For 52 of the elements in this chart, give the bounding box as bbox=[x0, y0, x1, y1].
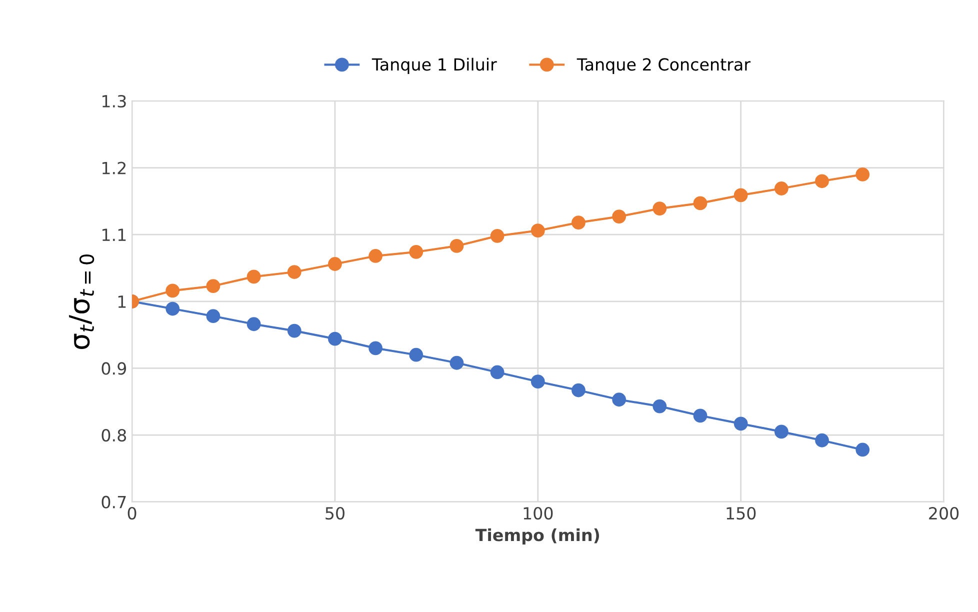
x-tick-label: 200 bbox=[929, 506, 959, 520]
x-tick-label: 0 bbox=[128, 506, 136, 520]
point bbox=[856, 442, 870, 457]
y-tick-label: 1.3 bbox=[102, 94, 126, 108]
x-axis-title: Tiempo (min) bbox=[475, 528, 600, 545]
legend-label: Tanque 2 Concentrar bbox=[576, 58, 751, 74]
point bbox=[693, 196, 708, 210]
y-tick-label: 1.2 bbox=[102, 162, 126, 174]
point bbox=[530, 374, 545, 389]
point bbox=[166, 284, 180, 298]
y-tick-label: 1 bbox=[118, 296, 126, 308]
point bbox=[815, 433, 829, 448]
point bbox=[450, 356, 464, 370]
point bbox=[815, 174, 829, 188]
point bbox=[328, 332, 342, 346]
y-tick-label: 1.1 bbox=[102, 228, 126, 241]
point bbox=[693, 408, 708, 423]
point bbox=[612, 210, 626, 224]
point bbox=[328, 257, 342, 271]
point bbox=[774, 182, 788, 196]
x-tick-label: 100 bbox=[524, 506, 553, 520]
point bbox=[166, 302, 180, 316]
point bbox=[287, 265, 302, 279]
y-tick-label: 0.7 bbox=[102, 496, 126, 508]
point bbox=[572, 383, 586, 398]
point bbox=[572, 216, 586, 230]
point bbox=[246, 270, 261, 284]
point bbox=[409, 348, 424, 362]
x-tick-label: 50 bbox=[326, 506, 344, 520]
y-tick-label: 0.8 bbox=[102, 428, 126, 442]
point bbox=[734, 416, 748, 431]
point bbox=[409, 245, 424, 259]
point bbox=[368, 341, 382, 356]
point bbox=[530, 224, 545, 238]
point bbox=[856, 168, 870, 182]
y-axis-title: σ$_{t}$/σ$_{t=0}$ bbox=[69, 254, 94, 350]
point bbox=[652, 399, 667, 414]
point bbox=[490, 228, 504, 243]
x-tick-label: 150 bbox=[726, 506, 756, 520]
point bbox=[206, 279, 220, 293]
point bbox=[246, 317, 261, 332]
point bbox=[652, 202, 667, 216]
point bbox=[734, 188, 748, 202]
point bbox=[450, 239, 464, 253]
point bbox=[368, 249, 382, 263]
point bbox=[774, 424, 788, 439]
point bbox=[490, 365, 504, 380]
y-tick-label: 0.9 bbox=[102, 362, 126, 375]
point bbox=[287, 324, 302, 338]
point bbox=[206, 309, 220, 324]
legend-label: Tanque 1 Diluir bbox=[372, 58, 497, 74]
point bbox=[612, 392, 626, 407]
